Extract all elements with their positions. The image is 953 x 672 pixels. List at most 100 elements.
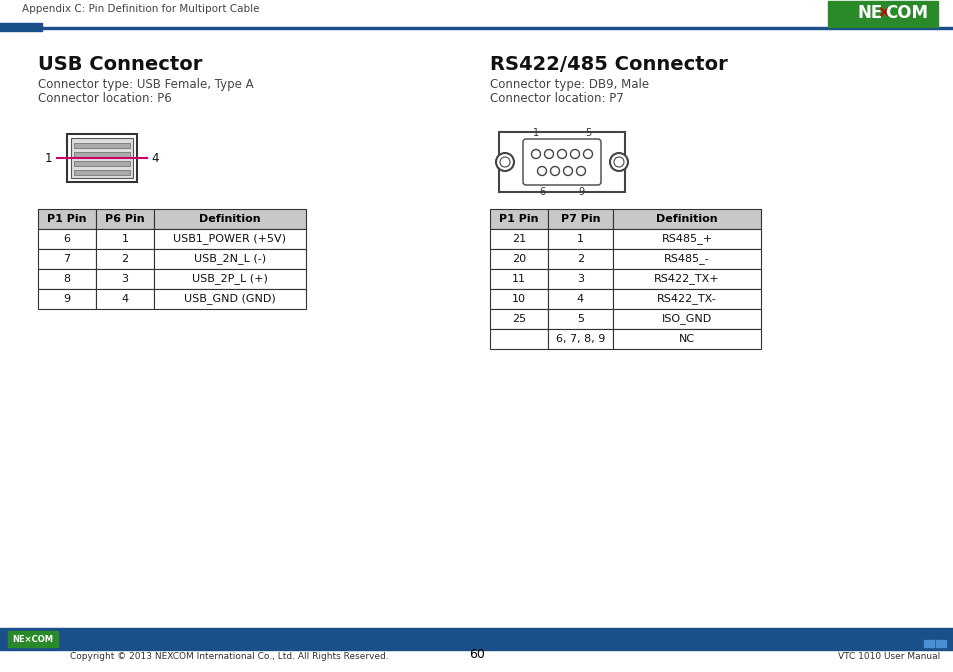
Text: RS422_TX+: RS422_TX+ <box>654 274 720 284</box>
Text: 1: 1 <box>45 151 52 165</box>
Text: 7: 7 <box>63 254 71 264</box>
Bar <box>8 631 58 647</box>
Text: ×: × <box>876 5 888 21</box>
Text: Copyright © 2013 NEXCOM International Co., Ltd. All Rights Reserved.: Copyright © 2013 NEXCOM International Co… <box>70 652 388 661</box>
Bar <box>923 640 933 647</box>
Text: 1: 1 <box>533 128 538 138</box>
Bar <box>935 631 945 638</box>
Text: USB_GND (GND): USB_GND (GND) <box>184 294 275 304</box>
Bar <box>74 152 130 157</box>
Bar <box>96 229 153 249</box>
Text: Connector type: DB9, Male: Connector type: DB9, Male <box>490 78 648 91</box>
Text: 1: 1 <box>121 234 129 244</box>
Text: RS485_-: RS485_- <box>663 253 709 265</box>
Bar <box>153 229 306 249</box>
Text: 3: 3 <box>577 274 583 284</box>
Circle shape <box>570 149 578 159</box>
Bar <box>613 249 760 269</box>
Bar <box>490 269 547 289</box>
Bar <box>547 269 613 289</box>
Circle shape <box>499 157 510 167</box>
Bar <box>0 27 953 29</box>
Text: 9: 9 <box>578 187 583 197</box>
Text: Connector location: P6: Connector location: P6 <box>38 92 172 105</box>
Bar <box>613 229 760 249</box>
Text: 6: 6 <box>538 187 544 197</box>
Text: USB Connector: USB Connector <box>38 55 202 74</box>
Text: P7 Pin: P7 Pin <box>560 214 599 224</box>
Text: 3: 3 <box>121 274 129 284</box>
Bar <box>153 209 306 229</box>
Text: Connector location: P7: Connector location: P7 <box>490 92 623 105</box>
Circle shape <box>583 149 592 159</box>
Text: 60: 60 <box>469 648 484 661</box>
Text: Definition: Definition <box>656 214 717 224</box>
Bar <box>490 249 547 269</box>
Circle shape <box>550 167 558 175</box>
Text: 21: 21 <box>512 234 525 244</box>
Text: 4: 4 <box>121 294 129 304</box>
Bar <box>827 1 937 27</box>
Circle shape <box>563 167 572 175</box>
Text: P1 Pin: P1 Pin <box>498 214 538 224</box>
Bar <box>613 289 760 309</box>
Text: Definition: Definition <box>199 214 260 224</box>
Bar <box>490 289 547 309</box>
Bar <box>96 269 153 289</box>
Bar <box>613 309 760 329</box>
Circle shape <box>557 149 566 159</box>
Text: 10: 10 <box>512 294 525 304</box>
Bar <box>490 209 547 229</box>
Bar <box>153 289 306 309</box>
Circle shape <box>537 167 546 175</box>
Bar <box>153 249 306 269</box>
Text: 5: 5 <box>577 314 583 324</box>
Circle shape <box>576 167 585 175</box>
Text: 6: 6 <box>64 234 71 244</box>
Bar <box>0 628 953 650</box>
Bar <box>613 209 760 229</box>
Bar <box>490 229 547 249</box>
Text: 6, 7, 8, 9: 6, 7, 8, 9 <box>556 334 604 344</box>
Text: 2: 2 <box>121 254 129 264</box>
Bar <box>547 329 613 349</box>
Bar <box>38 209 96 229</box>
Text: USB_2P_L (+): USB_2P_L (+) <box>192 274 268 284</box>
Bar <box>498 132 624 192</box>
Bar <box>547 249 613 269</box>
Text: Appendix C: Pin Definition for Multiport Cable: Appendix C: Pin Definition for Multiport… <box>22 4 259 14</box>
Text: 4: 4 <box>577 294 583 304</box>
Bar <box>74 143 130 148</box>
Text: NC: NC <box>679 334 695 344</box>
FancyBboxPatch shape <box>522 139 600 185</box>
Bar <box>74 170 130 175</box>
Text: NE×COM: NE×COM <box>12 634 53 644</box>
Text: 20: 20 <box>512 254 525 264</box>
Text: NE: NE <box>857 4 882 22</box>
Text: 8: 8 <box>63 274 71 284</box>
Bar <box>923 631 933 638</box>
Bar <box>38 229 96 249</box>
Bar <box>547 309 613 329</box>
Bar <box>935 640 945 647</box>
Circle shape <box>531 149 540 159</box>
Text: RS422/485 Connector: RS422/485 Connector <box>490 55 727 74</box>
Text: 1: 1 <box>577 234 583 244</box>
Text: 5: 5 <box>584 128 591 138</box>
Text: 4: 4 <box>151 151 158 165</box>
Bar <box>67 134 137 182</box>
Bar <box>0 23 42 31</box>
Text: USB1_POWER (+5V): USB1_POWER (+5V) <box>173 234 286 245</box>
Circle shape <box>609 153 627 171</box>
Text: Connector type: USB Female, Type A: Connector type: USB Female, Type A <box>38 78 253 91</box>
Bar <box>613 269 760 289</box>
Bar <box>547 289 613 309</box>
Text: 25: 25 <box>512 314 525 324</box>
Bar <box>153 269 306 289</box>
Text: COM: COM <box>884 4 927 22</box>
Bar <box>71 138 132 178</box>
Bar <box>96 209 153 229</box>
Bar <box>96 249 153 269</box>
Text: P6 Pin: P6 Pin <box>105 214 145 224</box>
Bar <box>547 229 613 249</box>
